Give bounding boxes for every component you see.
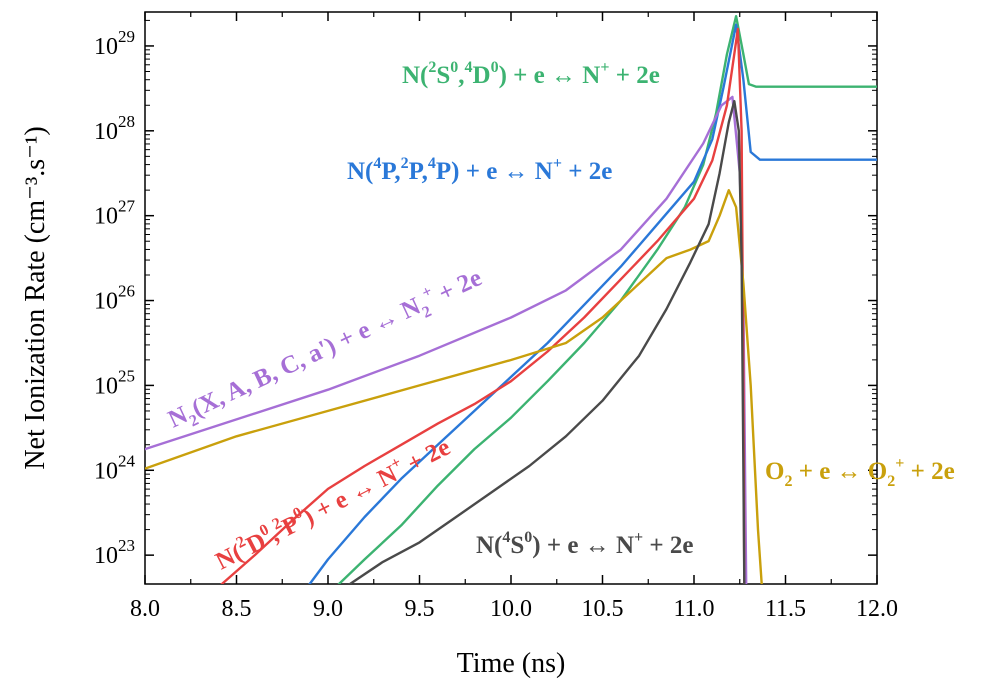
y-tick-label: 1025 <box>94 366 135 399</box>
y-tick-exponent: 25 <box>118 366 135 385</box>
annotation-part: + 2e <box>643 532 693 559</box>
annotation-part: 2 <box>401 155 409 172</box>
x-axis-title: Time (ns) <box>457 648 566 679</box>
series-line <box>348 99 746 584</box>
y-tick-label: 1029 <box>94 27 135 60</box>
annotation-part: S <box>510 532 524 559</box>
annotation-part: P, <box>409 158 428 185</box>
x-tick-label: 8.5 <box>222 596 252 622</box>
y-tick-base: 10 <box>94 34 118 60</box>
y-tick-exponent: 26 <box>118 282 135 301</box>
annotation-gold: O2 + e ↔ O2+ + 2e <box>765 455 955 490</box>
annotation-part: + <box>600 59 609 76</box>
annotation-part: + 2e <box>562 158 612 185</box>
annotation-part: 2 <box>887 473 895 490</box>
x-tick-label: 9.0 <box>313 596 343 622</box>
x-tick-label: 11.5 <box>765 596 806 622</box>
annotation-green: N(2S0,4D0) + e ↔ N+ + 2e <box>402 59 660 89</box>
y-tick-base: 10 <box>94 458 118 484</box>
annotation-part: 2 <box>784 473 792 490</box>
y-tick-base: 10 <box>94 119 118 145</box>
y-tick-label: 1026 <box>94 282 135 315</box>
y-tick-label: 1027 <box>94 197 136 230</box>
series-line <box>145 189 763 584</box>
annotation-part: S <box>436 62 450 89</box>
annotation-blue: N(4P,2P,4P) + e ↔ N+ + 2e <box>347 155 612 185</box>
x-tick-label: 10.0 <box>490 596 532 622</box>
y-tick-base: 10 <box>94 204 118 230</box>
annotation-part: + 2e <box>429 264 486 310</box>
y-tick-label: 1024 <box>94 451 136 484</box>
annotation-gray: N(4S0) + e ↔ N+ + 2e <box>476 529 694 559</box>
x-axis: 8.0 8.5 9.0 9.5 10.0 10.5 11.0 11.5 12.0 <box>130 12 898 622</box>
annotation-part: 0 <box>491 59 499 76</box>
y-tick-exponent: 27 <box>118 197 136 216</box>
annotation-part: + 2e <box>904 458 954 485</box>
x-tick-label: 12.0 <box>856 596 898 622</box>
annotation-part: ) + e ↔ N <box>499 62 601 89</box>
annotation-part: 4 <box>428 155 436 172</box>
annotation-part: 4 <box>465 59 473 76</box>
annotation-part: P) + e ↔ N <box>436 158 553 185</box>
x-tick-label: 11.0 <box>673 596 714 622</box>
annotation-part: + <box>895 455 904 472</box>
annotation-part: + e ↔ O <box>792 458 887 485</box>
x-tick-label: 9.5 <box>405 596 435 622</box>
annotation-part: N( <box>476 532 502 559</box>
y-tick-label: 1028 <box>94 112 135 145</box>
y-tick-exponent: 28 <box>118 112 135 131</box>
annotation-part: D <box>473 62 491 89</box>
y-tick-base: 10 <box>94 543 118 569</box>
y-tick-exponent: 23 <box>118 536 135 555</box>
annotation-part: , <box>458 62 464 89</box>
y-tick-exponent: 24 <box>118 451 136 470</box>
series-line <box>337 15 877 584</box>
annotation-part: 4 <box>373 155 381 172</box>
annotation-part: P, <box>381 158 400 185</box>
x-tick-label: 8.0 <box>130 596 160 622</box>
series-line <box>220 27 746 584</box>
annotation-part: + <box>634 529 643 546</box>
y-tick-base: 10 <box>94 289 118 315</box>
annotation-part: 2 <box>428 59 436 76</box>
annotation-part: 2 <box>420 303 434 322</box>
annotation-part: + <box>553 155 562 172</box>
annotation-part: ) + e ↔ N <box>532 532 634 559</box>
annotation-part: N( <box>402 62 428 89</box>
y-axis-title: Net Ionization Rate (cm⁻³.s⁻¹) <box>20 126 51 469</box>
y-tick-label: 1023 <box>94 536 135 569</box>
series-line <box>308 23 877 584</box>
annotation-part: (X, A, B, C, a') + e ↔ N <box>188 293 425 423</box>
annotation-part: N( <box>347 158 373 185</box>
annotation-part: 0 <box>524 529 532 546</box>
annotation-part: 4 <box>502 529 510 546</box>
series-layer <box>145 15 877 584</box>
plot-frame <box>144 11 878 585</box>
annotation-layer: N(2S0,4D0) + e ↔ N+ + 2eN(4P,2P,4P) + e … <box>164 59 955 575</box>
x-tick-label: 10.5 <box>582 596 624 622</box>
annotation-part: 0 <box>450 59 458 76</box>
y-tick-base: 10 <box>94 373 118 399</box>
annotation-part: O <box>765 458 784 485</box>
y-tick-exponent: 29 <box>118 27 135 46</box>
annotation-part: + 2e <box>609 62 659 89</box>
